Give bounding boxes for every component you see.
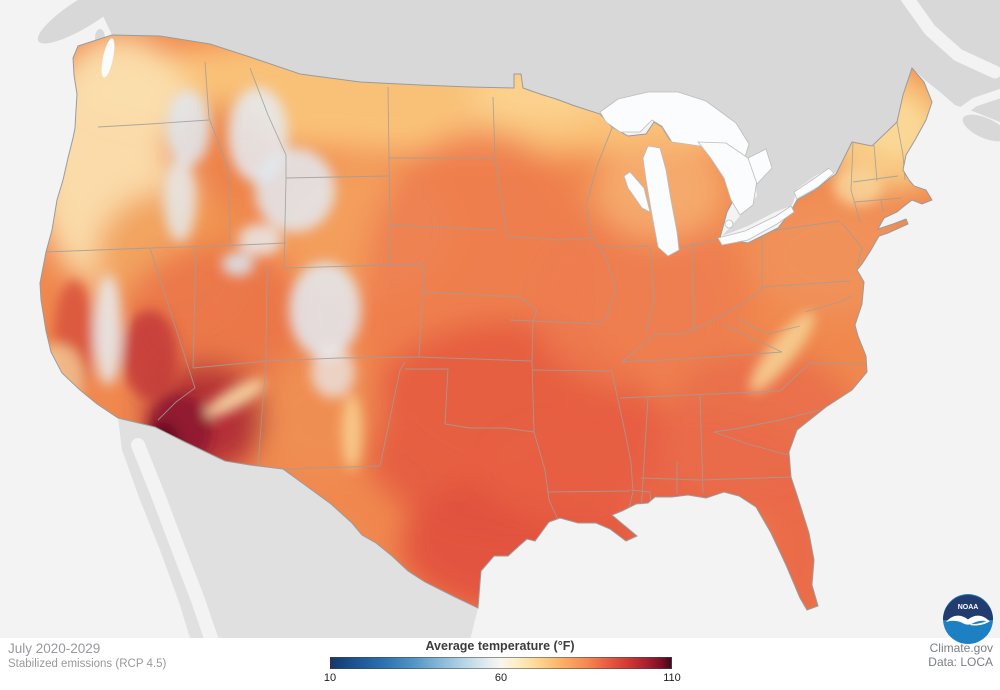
noaa-logo-crest — [943, 595, 993, 620]
bay-of-fundy — [942, 88, 1000, 127]
georgian-bay — [747, 148, 773, 185]
state-borders — [44, 61, 906, 525]
colorbar-ticks: 10 60 110 — [300, 672, 700, 686]
lake-erie — [717, 205, 795, 246]
lake-st-clair — [724, 219, 734, 229]
puget-sound — [101, 38, 115, 78]
green-bay — [623, 171, 651, 213]
lake-michigan — [642, 145, 680, 257]
canada-landmass — [96, 0, 1000, 236]
site-credit: Climate.gov — [929, 641, 993, 655]
scenario-label: Stabilized emissions (RCP 4.5) — [8, 658, 167, 670]
caption-left: July 2020-2029 Stabilized emissions (RCP… — [8, 640, 166, 672]
data-credit: Data: LOCA — [928, 655, 993, 669]
colorbar-tick-max: 110 — [663, 672, 681, 684]
st-lawrence-channel — [900, 0, 1000, 79]
noaa-logo: NOAA — [943, 594, 993, 644]
vancouver-island — [37, 0, 133, 44]
caption-right: Climate.gov Data: LOCA — [928, 641, 993, 669]
period-label: July 2020-2029 — [8, 641, 101, 656]
colorbar-tick-min: 10 — [323, 672, 337, 684]
noaa-logo-text: NOAA — [958, 604, 979, 611]
great-lakes — [599, 91, 835, 257]
lake-huron — [697, 141, 758, 216]
lake-ontario — [793, 167, 835, 200]
colorbar-title: Average temperature (°F) — [425, 639, 575, 653]
nova-scotia — [962, 114, 1000, 142]
colorbar-gradient — [330, 657, 672, 669]
colorbar-tick-mid: 60 — [494, 672, 508, 684]
noaa-gull-icon — [946, 615, 990, 626]
colorbar: Average temperature (°F) 10 60 110 — [300, 639, 700, 684]
